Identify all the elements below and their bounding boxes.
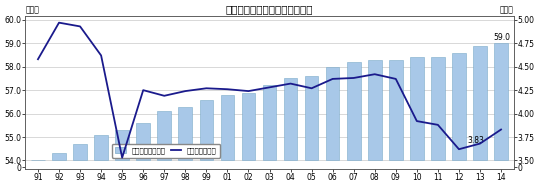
Bar	[473, 46, 487, 161]
Bar	[389, 60, 403, 161]
Bar	[199, 100, 213, 161]
Bar	[368, 60, 382, 161]
Text: 59.0: 59.0	[494, 33, 510, 42]
Bar	[241, 92, 255, 161]
Text: 3.83: 3.83	[467, 136, 484, 145]
Text: （歳）: （歳）	[25, 6, 39, 15]
Bar	[305, 76, 319, 161]
Title: 社長の平均年齢と交代率の推移: 社長の平均年齢と交代率の推移	[226, 4, 313, 14]
Text: （％）: （％）	[500, 6, 514, 15]
Bar	[157, 111, 171, 161]
Bar	[220, 95, 234, 161]
Bar	[178, 107, 192, 161]
Bar	[136, 123, 150, 161]
Bar	[494, 43, 508, 161]
Bar	[347, 62, 361, 161]
Bar	[452, 53, 466, 161]
Bar	[73, 144, 87, 161]
Bar	[94, 135, 108, 161]
Bar	[326, 67, 340, 161]
Bar	[52, 153, 66, 161]
Legend: 平均年齢（左軸）, 交代率（右軸）: 平均年齢（左軸）, 交代率（右軸）	[112, 144, 220, 158]
Bar	[431, 57, 445, 161]
Bar	[410, 57, 424, 161]
Bar	[115, 130, 129, 161]
Bar	[284, 78, 298, 161]
Bar	[262, 86, 277, 161]
